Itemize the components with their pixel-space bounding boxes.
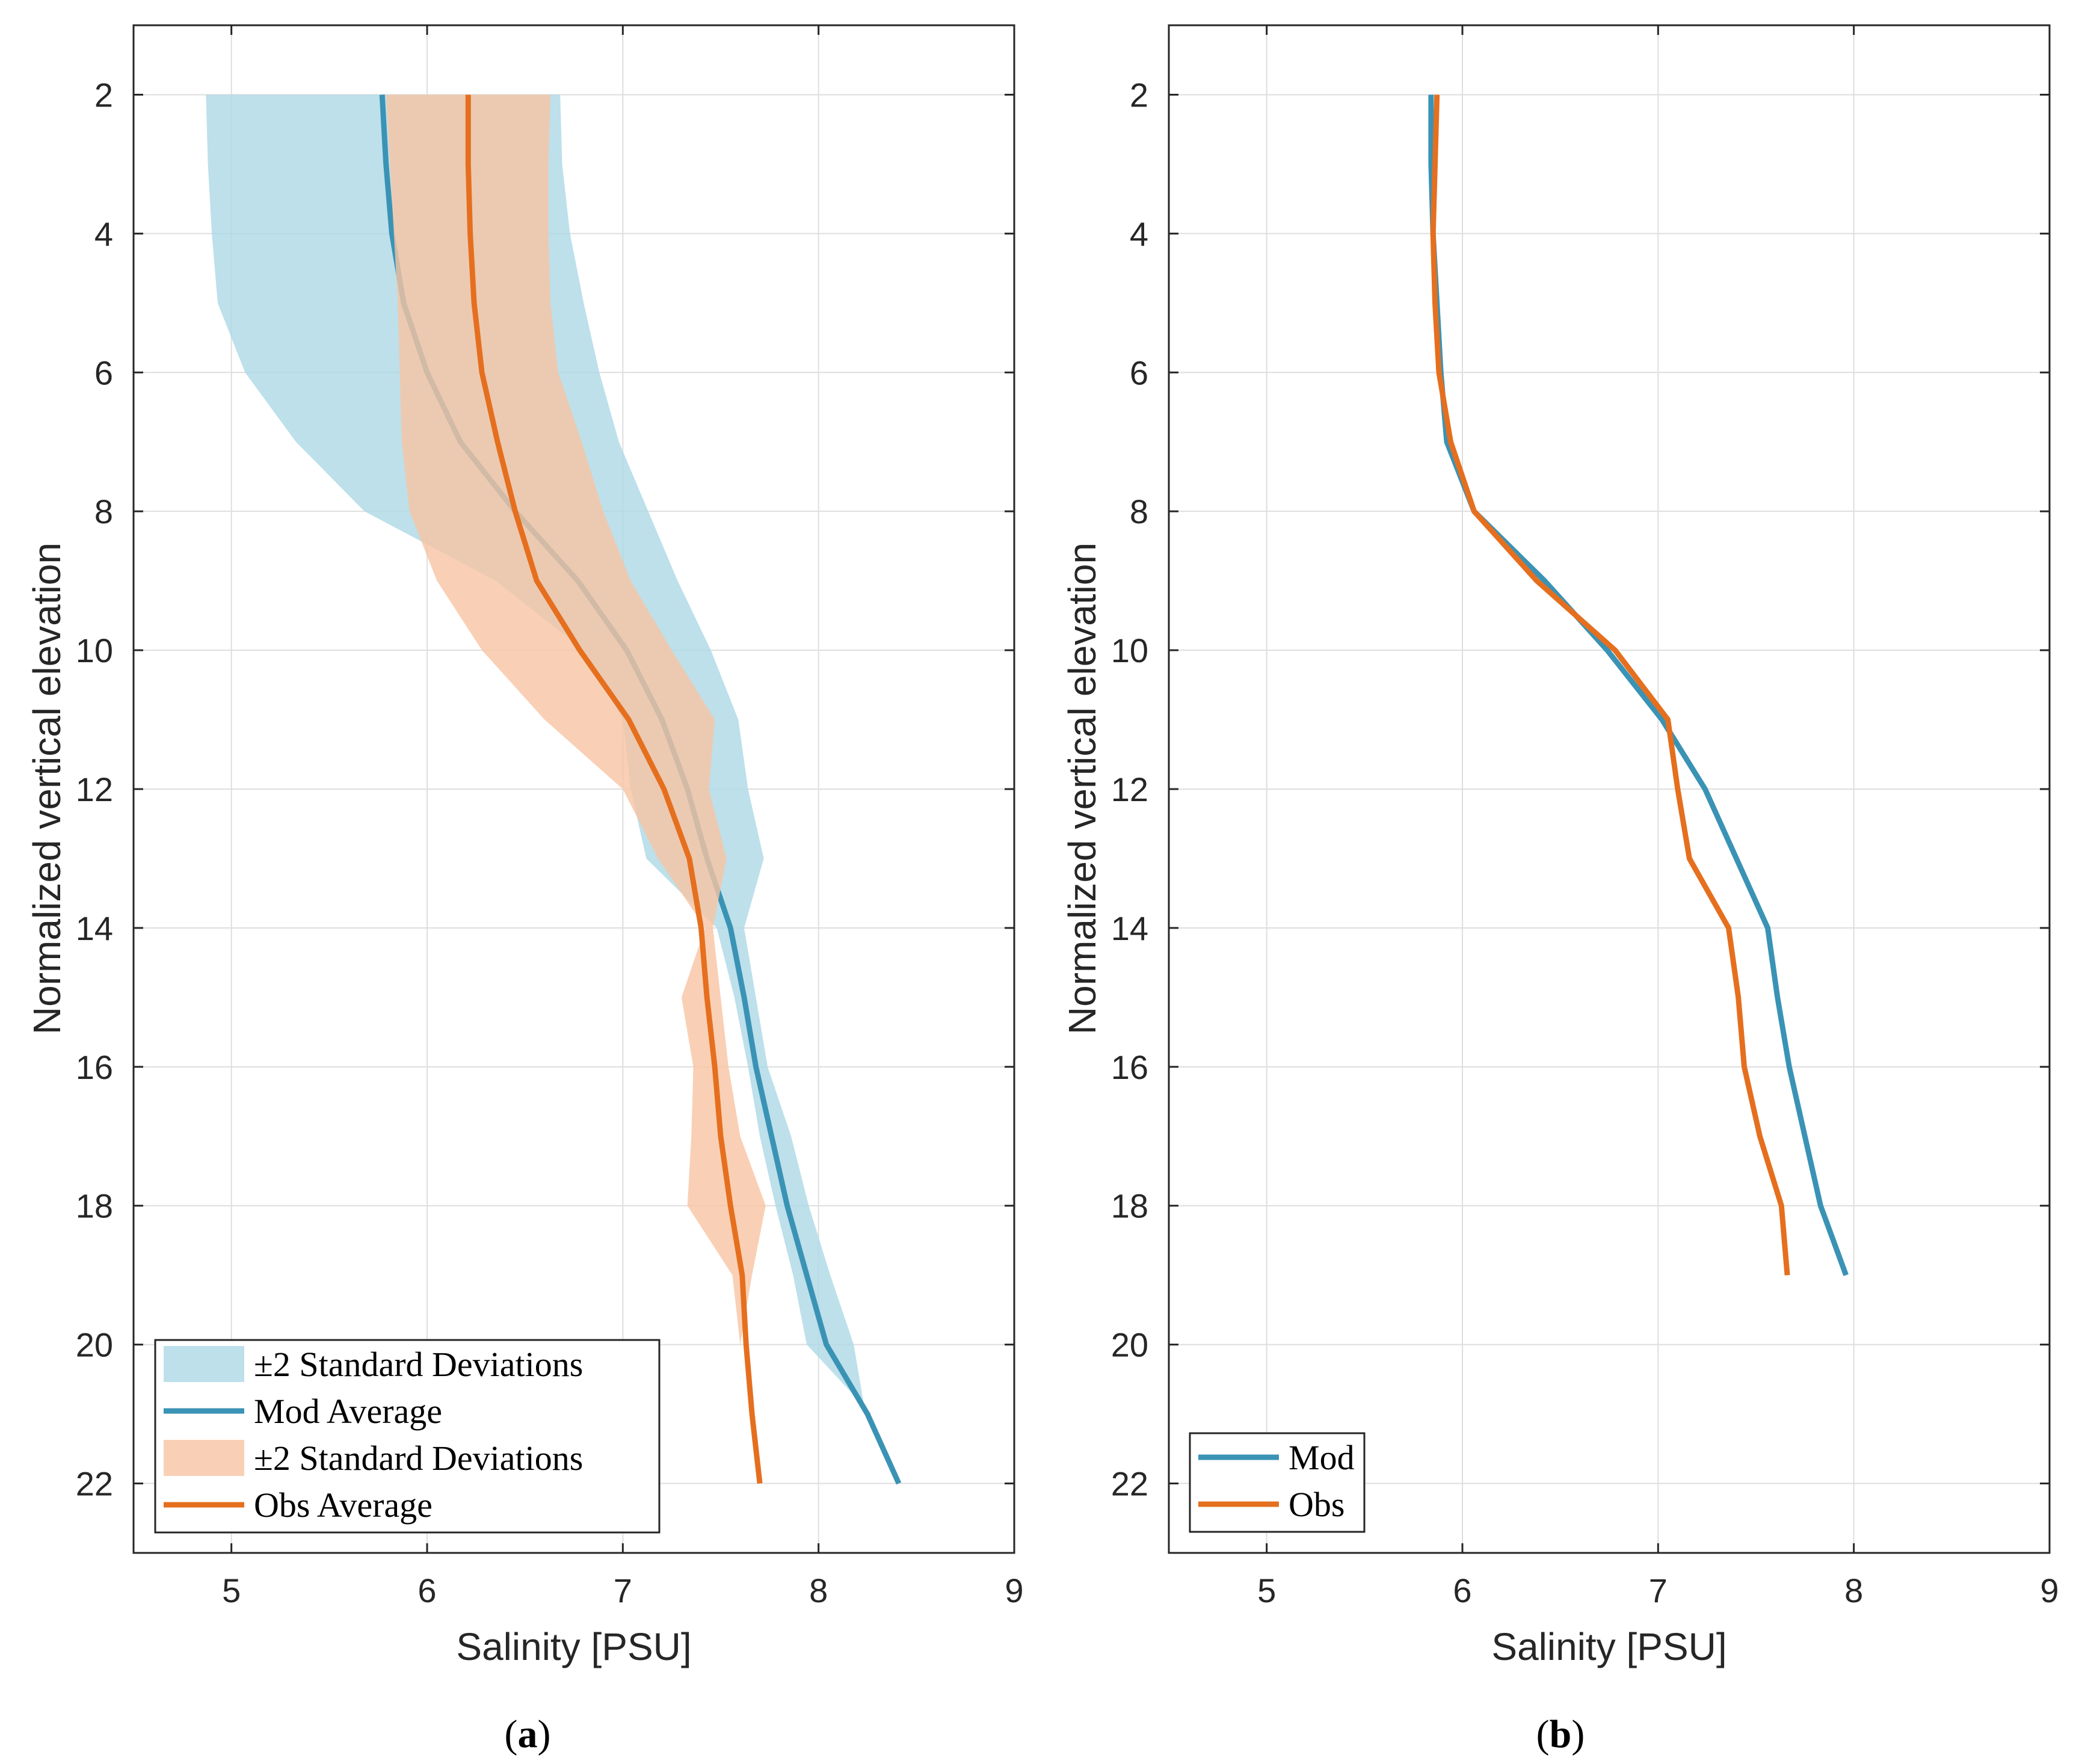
panel-b-x-tick-label-0: 5: [1257, 1572, 1276, 1609]
panel-b-line-obs: [1430, 94, 1790, 1276]
panel-a-x-axis-label: Salinity [PSU]: [456, 1625, 691, 1668]
panel-b-y-axis-label: Normalized vertical elevation: [1061, 542, 1104, 1034]
panel-a-chart: 5 6 7 8 9 2 4 6 8 10 12 14 16 18 20 22 Salinity [PSU] N…: [25, 24, 1024, 1756]
panel-b-legend: Mod Obs: [1189, 1432, 1366, 1533]
panel-a-band-mod-2-standard-deviations: [206, 94, 872, 1415]
panel-a-x-tick-label-2: 7: [614, 1572, 632, 1609]
panel-b-y-tick-label-9: 20: [1111, 1326, 1148, 1364]
panel-b-caption-label: (b): [1536, 1712, 1585, 1756]
panel-b-legend-box: [1189, 1432, 1366, 1533]
panel-a-band-obs-2-standard-deviations: [386, 94, 766, 1415]
panel-b-y-tick-label-3: 8: [1130, 493, 1148, 530]
panel-a-legend-swatch-0: [164, 1346, 244, 1382]
panel-b-legend-label-1: Obs: [1289, 1485, 1344, 1524]
panel-a-x-tick-label-3: 8: [809, 1572, 828, 1609]
panel-a-y-tick-label-6: 14: [76, 909, 113, 947]
panel-b-x-tick-label-3: 8: [1844, 1572, 1863, 1609]
panel-b-y-tick-label-10: 22: [1111, 1465, 1148, 1503]
panel-b-y-tick-label-6: 14: [1111, 909, 1148, 947]
panel-b-y-tick-label-8: 18: [1111, 1187, 1148, 1225]
panel-b-data: [1428, 94, 1849, 1276]
panel-b-y-tick-label-5: 12: [1111, 770, 1148, 808]
panel-b-legend-label-0: Mod: [1289, 1438, 1355, 1477]
panel-a-legend-label-2: ±2 Standard Deviations: [254, 1439, 583, 1478]
panel-a-legend: ±2 Standard Deviations Mod Average ±2 Stan…: [154, 1339, 661, 1534]
panel-a-y-tick-label-5: 12: [76, 770, 113, 808]
panel-a-caption-close-paren: ): [538, 1712, 551, 1756]
panel-a-line-obs-average: [465, 94, 763, 1484]
panel-b-y-tick-label-0: 2: [1130, 76, 1148, 114]
panel-b-caption-letter: b: [1550, 1712, 1572, 1756]
panel-a-caption-letter: a: [518, 1712, 538, 1756]
panel-a-x-tick-label-4: 9: [1005, 1572, 1023, 1609]
panel-a-y-tick-label-1: 4: [94, 215, 113, 253]
panel-b-x-tick-label-1: 6: [1453, 1572, 1471, 1609]
panel-b-y-tick-label-2: 6: [1130, 354, 1148, 392]
panel-a-ticks: 5 6 7 8 9 2 4 6 8 10 12 14 16 18 20 22: [76, 25, 1024, 1609]
panel-a-legend-label-0: ±2 Standard Deviations: [254, 1345, 583, 1384]
panel-b-y-tick-label-7: 16: [1111, 1048, 1148, 1086]
panel-a-x-tick-label-0: 5: [222, 1572, 241, 1609]
panel-b-ticks: 5 6 7 8 9 2 4 6 8 10 12 14 16 18 20 22: [1111, 25, 2059, 1609]
panel-a-x-tick-label-1: 6: [417, 1572, 436, 1609]
panel-a-y-tick-label-0: 2: [94, 76, 113, 114]
panel-a-legend-swatch-2: [164, 1440, 244, 1476]
panel-a-y-tick-label-3: 8: [94, 493, 113, 530]
panel-a-data: [206, 94, 902, 1485]
panel-a-caption-label: (a): [505, 1712, 551, 1756]
panel-a-caption-open-paren: (: [505, 1712, 518, 1756]
panel-a-y-tick-label-10: 22: [76, 1465, 113, 1503]
panel-b-x-tick-label-4: 9: [2040, 1572, 2059, 1609]
panel-b-y-tick-label-1: 4: [1130, 215, 1148, 253]
panel-b-caption-close-paren: ): [1571, 1712, 1585, 1756]
panel-a-y-tick-label-9: 20: [76, 1326, 113, 1364]
panel-b-chart: 5 6 7 8 9 2 4 6 8 10 12 14 16 18 20 22 Salinity [PSU] N…: [1061, 24, 2059, 1756]
panel-a-y-tick-label-4: 10: [76, 632, 113, 669]
panel-a-legend-label-1: Mod Average: [254, 1392, 442, 1431]
panel-a-y-tick-label-8: 18: [76, 1187, 113, 1225]
panel-b-x-axis-label: Salinity [PSU]: [1491, 1625, 1726, 1668]
panel-a-y-tick-label-2: 6: [94, 354, 113, 392]
panel-b-y-tick-label-4: 10: [1111, 632, 1148, 669]
panel-b-x-tick-label-2: 7: [1649, 1572, 1668, 1609]
panel-b-caption-open-paren: (: [1536, 1712, 1550, 1756]
panel-a-y-axis-label: Normalized vertical elevation: [25, 542, 69, 1034]
panel-a-y-tick-label-7: 16: [76, 1048, 113, 1086]
panel-a-legend-label-3: Obs Average: [254, 1486, 433, 1525]
